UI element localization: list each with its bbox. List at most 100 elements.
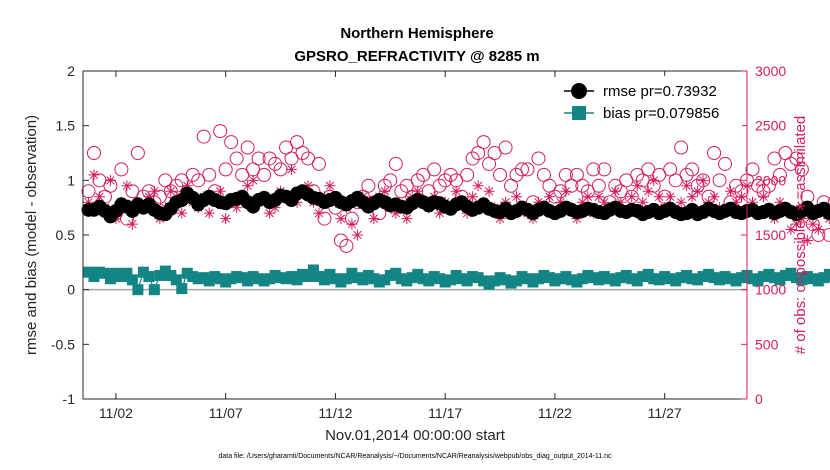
possible-obs-point: [224, 135, 239, 150]
y-tick-label: 1: [67, 172, 75, 188]
possible-obs-point: [668, 173, 683, 188]
y-axis-label: rmse and bias (model - observation): [23, 115, 40, 355]
bias-point: [143, 271, 155, 283]
y-tick-label-right: 0: [755, 391, 763, 407]
assimilated-obs-point: [785, 224, 797, 236]
possible-obs-point: [361, 178, 376, 193]
y-tick-label-right: 2000: [755, 172, 786, 188]
possible-obs-point: [438, 173, 453, 188]
y-ticks-left: -1 -0.5 0 0.5 1 1.5 2: [51, 63, 89, 407]
assimilated-obs-point: [746, 196, 758, 208]
possible-obs-point: [196, 129, 211, 144]
data-file-footer: data file: /Users/gharamti/Documents/NCA…: [218, 453, 612, 460]
assimilated-obs-point: [143, 191, 155, 203]
possible-obs-point: [290, 135, 305, 150]
assimilated-obs-point: [346, 218, 358, 230]
possible-obs-point: [471, 146, 486, 160]
assimilated-obs-point: [598, 196, 610, 208]
possible-obs-point: [333, 233, 348, 248]
legend-bias-marker: [572, 106, 586, 120]
possible-obs-point: [383, 173, 398, 188]
x-tick-label: 11/27: [648, 405, 682, 421]
possible-obs-point: [674, 140, 689, 155]
assimilated-obs-point: [176, 207, 188, 219]
assimilated-obs-point: [615, 196, 627, 208]
possible-obs-point: [202, 167, 217, 182]
possible-obs-point: [218, 162, 233, 177]
assimilated-obs-point: [121, 180, 133, 192]
assimilated-obs-point: [181, 180, 193, 192]
possible-obs-point: [827, 197, 830, 208]
assimilated-obs-point: [708, 191, 720, 203]
assimilated-obs-point: [88, 169, 100, 181]
possible-obs-point: [772, 167, 787, 182]
assimilated-obs-point: [313, 207, 325, 219]
possible-obs-point: [685, 162, 700, 177]
possible-obs-point: [257, 167, 272, 182]
possible-obs-point: [564, 178, 579, 193]
possible-obs-point: [262, 151, 277, 166]
bias-point: [170, 274, 182, 286]
legend-bias-label: bias pr=0.079856: [603, 105, 719, 122]
assimilated-obs-point: [203, 207, 215, 219]
assimilated-obs-point: [801, 234, 813, 246]
possible-obs-point: [558, 167, 573, 182]
y-tick-label-right: 2500: [755, 118, 786, 134]
assimilated-obs-point: [472, 180, 484, 192]
assimilated-obs-point: [686, 191, 698, 203]
y-tick-label: -1: [63, 391, 76, 407]
assimilated-obs-point: [82, 196, 94, 208]
possible-obs-point: [641, 162, 656, 177]
assimilated-obs-point: [368, 213, 380, 225]
possible-obs-point: [718, 156, 733, 171]
possible-obs-point: [789, 151, 804, 166]
possible-obs-point: [235, 167, 250, 182]
possible-obs-point: [712, 173, 727, 188]
possible-obs-point: [761, 178, 776, 193]
assimilated-obs-point: [511, 191, 523, 203]
assimilated-obs-point: [757, 191, 769, 203]
possible-obs-point: [191, 173, 206, 188]
assimilated-obs-point: [214, 185, 226, 197]
possible-obs-point: [575, 178, 590, 193]
legend-rmse-marker: [571, 83, 587, 99]
assimilated-obs-point: [220, 213, 232, 225]
assimilated-obs-point: [653, 191, 665, 203]
possible-obs-point: [498, 140, 513, 155]
possible-obs-point: [778, 146, 793, 160]
x-tick-label: 11/07: [209, 405, 243, 421]
possible-obs-point: [399, 178, 414, 193]
possible-obs-point: [229, 151, 244, 166]
possible-obs-point: [240, 140, 255, 155]
possible-obs-point: [822, 228, 830, 242]
assimilated-obs-point: [532, 196, 544, 208]
legend-rmse-label: rmse pr=0.73932: [603, 83, 717, 100]
possible-obs-point: [476, 135, 491, 150]
assimilated-obs-point: [93, 191, 105, 203]
possible-obs-point: [185, 167, 200, 182]
possible-obs-point: [487, 146, 502, 160]
assimilated-obs-point: [351, 229, 363, 241]
possible-obs-point: [300, 151, 315, 166]
x-tick-label: 11/17: [428, 405, 462, 421]
possible-obs-point: [504, 178, 519, 193]
possible-obs-point: [86, 146, 101, 160]
assimilated-obs-point: [269, 202, 281, 214]
possible-obs-point: [663, 162, 678, 177]
assimilated-obs-point: [560, 185, 572, 197]
assimilated-obs-point: [730, 196, 742, 208]
possible-obs-point: [416, 167, 431, 182]
assimilated-obs-point: [697, 174, 709, 186]
x-axis-label: Nov.01,2014 00:00:00 start: [325, 427, 506, 444]
assimilated-obs-point: [165, 185, 177, 197]
legend: rmse pr=0.73932 bias pr=0.079856: [556, 76, 742, 126]
possible-obs-point: [279, 140, 294, 155]
possible-obs-point: [295, 146, 310, 160]
assimilated-obs-point: [576, 196, 588, 208]
assimilated-obs-point: [302, 180, 314, 192]
x-tick-label: 11/02: [99, 405, 133, 421]
y-tick-label: 0: [67, 282, 75, 298]
possible-obs-point: [493, 167, 508, 182]
assimilated-obs-point: [126, 218, 138, 230]
